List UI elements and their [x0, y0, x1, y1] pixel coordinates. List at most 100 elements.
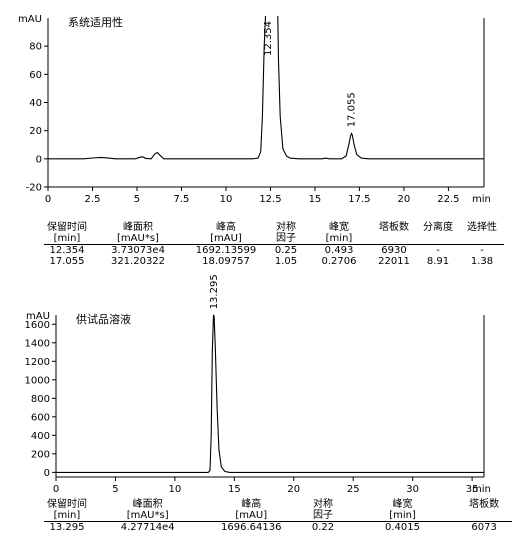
header-cell: 分离度 — [423, 222, 453, 233]
x-tick-label: 2.5 — [85, 194, 101, 205]
x-tick-label: 5 — [134, 194, 140, 205]
table-cell: 0.22 — [311, 522, 335, 533]
header-cell — [372, 233, 416, 245]
table-cell: 13.295 — [49, 522, 85, 533]
x-tick-label: 30 — [406, 484, 419, 495]
header-cell: [min] — [348, 510, 457, 522]
table-cell: - — [436, 245, 440, 256]
header-cell — [416, 233, 460, 245]
x-tick-label: 20 — [398, 194, 411, 205]
x-tick-label: 35 — [466, 484, 479, 495]
table-cell: 0.25 — [274, 245, 298, 256]
header-cell: [mAU] — [186, 233, 266, 245]
table-cell: 0.4015 — [385, 522, 421, 533]
table-cell: 1.38 — [470, 256, 494, 267]
table-system-suitability: 保留时间 峰面积 峰高 对称 峰宽 塔板数 分离度 选择性 [min] [mAU… — [44, 222, 504, 267]
y-tick-label: 40 — [29, 98, 42, 109]
table-cell: 1.05 — [274, 256, 298, 267]
table-cell: 22011 — [378, 256, 410, 267]
header-cell: 保留时间 — [47, 222, 87, 233]
table-cell: 3.73073e4 — [111, 245, 165, 256]
chromatogram-trace — [56, 314, 484, 473]
y-tick-label: 1400 — [25, 338, 50, 349]
chart-title: 系统适用性 — [68, 15, 123, 29]
header-cell: 峰面积 — [132, 499, 163, 510]
header-cell: [mAU*s] — [90, 233, 186, 245]
header-cell: 峰面积 — [123, 222, 153, 233]
header-cell — [460, 233, 504, 245]
y-tick-label: 600 — [31, 412, 50, 423]
y-tick-label: 800 — [31, 394, 50, 405]
x-tick-label: 10 — [169, 484, 182, 495]
table-cell: 6073 — [471, 522, 497, 533]
peak-label: 12.354 — [263, 21, 274, 56]
y-tick-label: -20 — [26, 183, 42, 194]
table-row: 12.354 3.73073e4 1692.13599 0.25 0.493 6… — [44, 245, 504, 257]
table-cell: 1692.13599 — [195, 245, 257, 256]
table-sample-solution: 保留时间 峰面积 峰高 对称 峰宽 塔板数 [min] [mAU*s] [mAU… — [44, 499, 512, 533]
y-tick-label: 0 — [36, 154, 42, 165]
table-header-row: 保留时间 峰面积 峰高 对称 峰宽 塔板数 分离度 选择性 — [44, 222, 504, 233]
y-tick-label: 1000 — [25, 375, 50, 386]
table-cell: 0.2706 — [321, 256, 357, 267]
header-cell: [mAU*s] — [89, 510, 206, 522]
peak-label: 13.295 — [209, 274, 220, 309]
y-tick-label: 400 — [31, 431, 50, 442]
table-row: 17.055 321.20322 18.09757 1.05 0.2706 22… — [44, 256, 504, 267]
header-cell: [min] — [44, 510, 90, 522]
y-tick-label: 80 — [29, 42, 42, 53]
header-cell: 峰高 — [241, 499, 262, 510]
y-tick-label: 200 — [31, 449, 50, 460]
x-tick-label: 0 — [45, 194, 51, 205]
x-tick-label: 15 — [309, 194, 322, 205]
x-tick-label: 7.5 — [174, 194, 190, 205]
x-axis-label: min — [472, 484, 491, 495]
header-cell: 塔板数 — [469, 499, 500, 510]
table-header-row: [min] [mAU*s] [mAU] 因子 [min] — [44, 233, 504, 245]
x-tick-label: 0 — [53, 484, 59, 495]
header-cell: 保留时间 — [46, 499, 87, 510]
table-cell: 17.055 — [49, 256, 85, 267]
table-cell: 18.09757 — [202, 256, 250, 267]
x-tick-label: 25 — [347, 484, 360, 495]
y-tick-label: 60 — [29, 70, 42, 81]
table-cell: 6930 — [381, 245, 407, 256]
header-cell: 塔板数 — [379, 222, 409, 233]
table-cell: 0.493 — [324, 245, 354, 256]
header-cell: 对称 — [312, 499, 333, 510]
x-tick-label: 20 — [287, 484, 300, 495]
table-cell: 8.91 — [426, 256, 450, 267]
y-axis-label: mAU — [26, 311, 50, 322]
x-tick-label: 17.5 — [348, 194, 370, 205]
table-cell: - — [480, 245, 484, 256]
y-tick-label: 1200 — [25, 357, 50, 368]
x-tick-label: 5 — [112, 484, 118, 495]
header-cell: [min] — [306, 233, 372, 245]
header-cell: 选择性 — [467, 222, 497, 233]
header-cell — [456, 510, 512, 522]
peak-label: 17.055 — [347, 92, 358, 127]
table-header-row: 保留时间 峰面积 峰高 对称 峰宽 塔板数 — [44, 499, 512, 510]
header-cell: 峰宽 — [392, 499, 413, 510]
header-cell: 峰宽 — [329, 222, 349, 233]
table-header-row: [min] [mAU*s] [mAU] 因子 [min] — [44, 510, 512, 522]
table-cell: 12.354 — [49, 245, 85, 256]
x-tick-label: 12.5 — [259, 194, 281, 205]
y-tick-label: 0 — [44, 468, 50, 479]
y-axis-label: mAU — [18, 14, 42, 25]
table-cell: 4.27714e4 — [120, 522, 175, 533]
chromatogram-trace — [48, 16, 484, 160]
table-cell: 321.20322 — [110, 256, 166, 267]
header-cell: 因子 — [266, 233, 306, 245]
header-cell: 因子 — [297, 510, 349, 522]
x-axis-label: min — [472, 194, 491, 205]
header-cell: 峰高 — [216, 222, 236, 233]
x-tick-label: 10 — [220, 194, 233, 205]
y-tick-label: 20 — [29, 126, 42, 137]
x-tick-label: 15 — [228, 484, 241, 495]
table-cell: 1696.64136 — [221, 522, 282, 533]
header-cell: 对称 — [276, 222, 296, 233]
header-cell: [min] — [44, 233, 90, 245]
